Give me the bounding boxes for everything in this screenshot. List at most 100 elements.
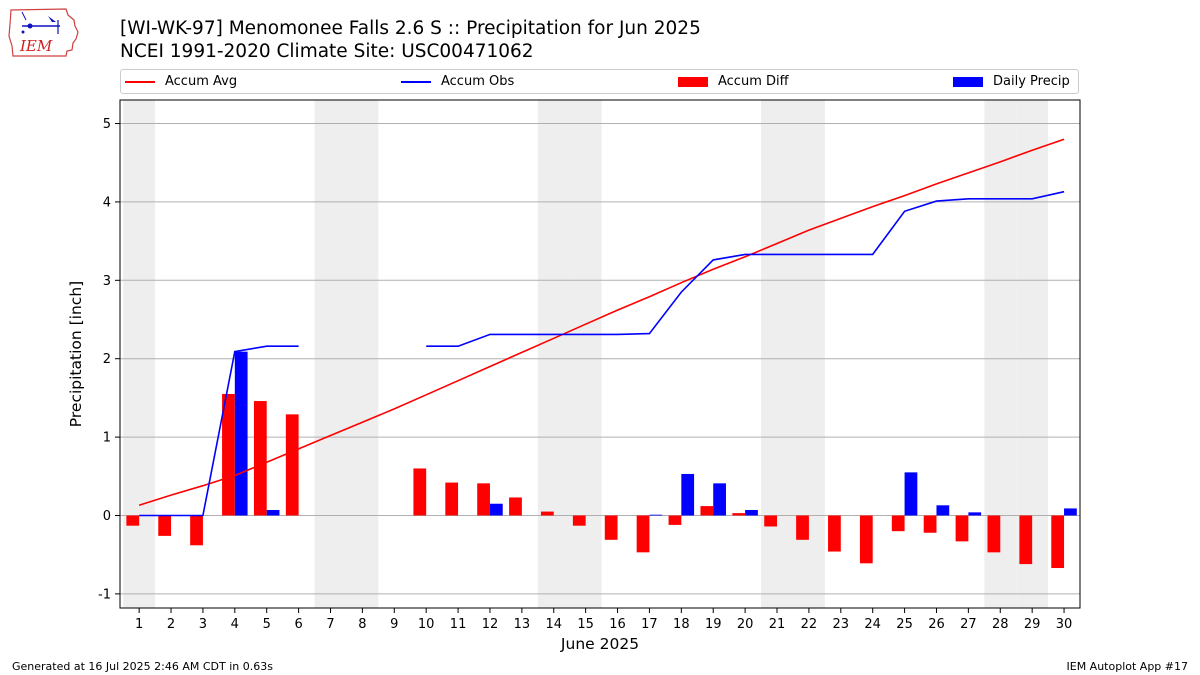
app-footer: IEM Autoplot App #17 <box>1066 660 1189 673</box>
accum-diff-bar <box>1051 515 1065 569</box>
legend-label: Daily Precip <box>993 74 1070 89</box>
x-tick-label: 19 <box>705 617 722 632</box>
legend-item-accum-obs: Accum Obs <box>401 70 514 93</box>
daily-precip-bar <box>968 512 982 516</box>
x-tick-label: 22 <box>801 617 818 632</box>
legend-swatch <box>953 76 983 87</box>
y-tick-label: 5 <box>103 117 111 132</box>
daily-precip-bar <box>489 503 503 516</box>
accum-diff-bar <box>828 515 841 552</box>
accum-diff-bar <box>222 393 235 516</box>
accum-diff-bar <box>477 483 490 516</box>
accum-diff-bar <box>955 515 969 542</box>
accum-diff-bar <box>700 506 714 516</box>
x-tick-label: 21 <box>769 617 786 632</box>
logo-text: IEM <box>19 37 53 55</box>
x-tick-label: 6 <box>294 617 302 632</box>
weekend-band <box>761 100 793 608</box>
legend-label: Accum Diff <box>718 74 789 89</box>
weekend-band <box>569 100 602 608</box>
accum-obs-line <box>426 190 1065 348</box>
y-tick-label: 3 <box>103 274 111 289</box>
x-tick-label: 17 <box>641 617 658 632</box>
accum-diff-bar <box>891 515 905 532</box>
accum-diff-bar <box>509 497 522 516</box>
accum-diff-bar <box>604 515 618 540</box>
legend-swatch <box>678 76 708 87</box>
x-tick-label: 2 <box>167 617 175 632</box>
accum-diff-bar <box>190 515 203 546</box>
x-tick-label: 25 <box>896 617 913 632</box>
x-tick-label: 23 <box>833 617 850 632</box>
y-tick-label: 1 <box>103 431 111 446</box>
x-tick-label: 16 <box>609 617 626 632</box>
generated-footer: Generated at 16 Jul 2025 2:46 AM CDT in … <box>12 660 273 673</box>
accum-diff-bar <box>987 515 1001 553</box>
y-tick-label: 4 <box>103 195 111 210</box>
y-tick-label: 2 <box>103 352 111 367</box>
iem-logo[interactable]: IEM <box>8 6 80 60</box>
accum-avg-line <box>138 138 1065 507</box>
accum-diff-bar <box>540 511 554 516</box>
legend-label: Accum Obs <box>441 74 515 89</box>
daily-precip-bar <box>266 510 280 516</box>
legend-item-daily-precip: Daily Precip <box>953 70 1070 93</box>
x-tick-label: 9 <box>390 617 398 632</box>
x-tick-label: 5 <box>263 617 271 632</box>
legend-swatch <box>125 80 155 83</box>
x-tick-label: 14 <box>545 617 562 632</box>
title-line-2: NCEI 1991-2020 Climate Site: USC00471062 <box>120 41 534 62</box>
x-axis-label: June 2025 <box>560 635 639 653</box>
accum-diff-bar <box>732 513 746 516</box>
accum-diff-bar <box>636 515 650 553</box>
accum-diff-bar <box>1019 515 1033 565</box>
accum-diff-bar <box>126 515 140 526</box>
x-tick-label: 24 <box>864 617 881 632</box>
daily-precip-bar <box>936 505 950 516</box>
chart-title: [WI-WK-97] Menomonee Falls 2.6 S :: Prec… <box>120 17 701 63</box>
daily-precip-bar <box>649 514 663 516</box>
accum-diff-bar <box>923 515 937 533</box>
daily-precip-bar <box>681 473 695 516</box>
x-tick-label: 10 <box>418 617 435 632</box>
x-tick-label: 27 <box>960 617 977 632</box>
legend-item-accum-diff: Accum Diff <box>678 70 789 93</box>
x-tick-label: 4 <box>231 617 239 632</box>
y-tick-label: 0 <box>103 509 111 524</box>
x-tick-label: 18 <box>673 617 690 632</box>
daily-precip-bar <box>745 510 758 516</box>
x-tick-label: 28 <box>992 617 1009 632</box>
accum-diff-bar <box>796 515 809 540</box>
weekend-band <box>314 100 347 608</box>
x-tick-label: 13 <box>514 617 531 632</box>
accum-diff-bar <box>158 515 172 536</box>
x-tick-label: 12 <box>482 617 499 632</box>
daily-precip-bar <box>1064 508 1077 516</box>
accum-diff-bar <box>668 515 682 525</box>
title-line-1: [WI-WK-97] Menomonee Falls 2.6 S :: Prec… <box>120 18 701 39</box>
legend-item-accum-avg: Accum Avg <box>125 70 237 93</box>
legend-label: Accum Avg <box>165 74 238 89</box>
y-tick-label: -1 <box>98 587 111 602</box>
x-tick-label: 26 <box>928 617 945 632</box>
daily-precip-bar <box>904 472 918 516</box>
accum-obs-line <box>139 345 299 517</box>
x-tick-label: 11 <box>450 617 467 632</box>
accum-diff-bar <box>253 401 267 516</box>
weekend-band <box>346 100 379 608</box>
x-tick-label: 8 <box>358 617 366 632</box>
legend: Accum Avg Accum Obs Accum Diff Daily Pre… <box>120 69 1079 94</box>
accum-diff-bar <box>572 515 586 526</box>
accum-diff-bar <box>764 515 778 527</box>
x-tick-label: 29 <box>1024 617 1041 632</box>
accum-diff-bar <box>445 482 459 516</box>
x-tick-label: 20 <box>737 617 754 632</box>
daily-precip-bar <box>234 351 248 516</box>
iem-iowa-logo-icon: IEM <box>8 8 79 57</box>
accum-diff-bar <box>859 515 873 564</box>
x-tick-label: 3 <box>199 617 207 632</box>
weekend-band <box>123 100 156 608</box>
x-tick-label: 1 <box>135 617 143 632</box>
legend-swatch <box>401 80 431 83</box>
